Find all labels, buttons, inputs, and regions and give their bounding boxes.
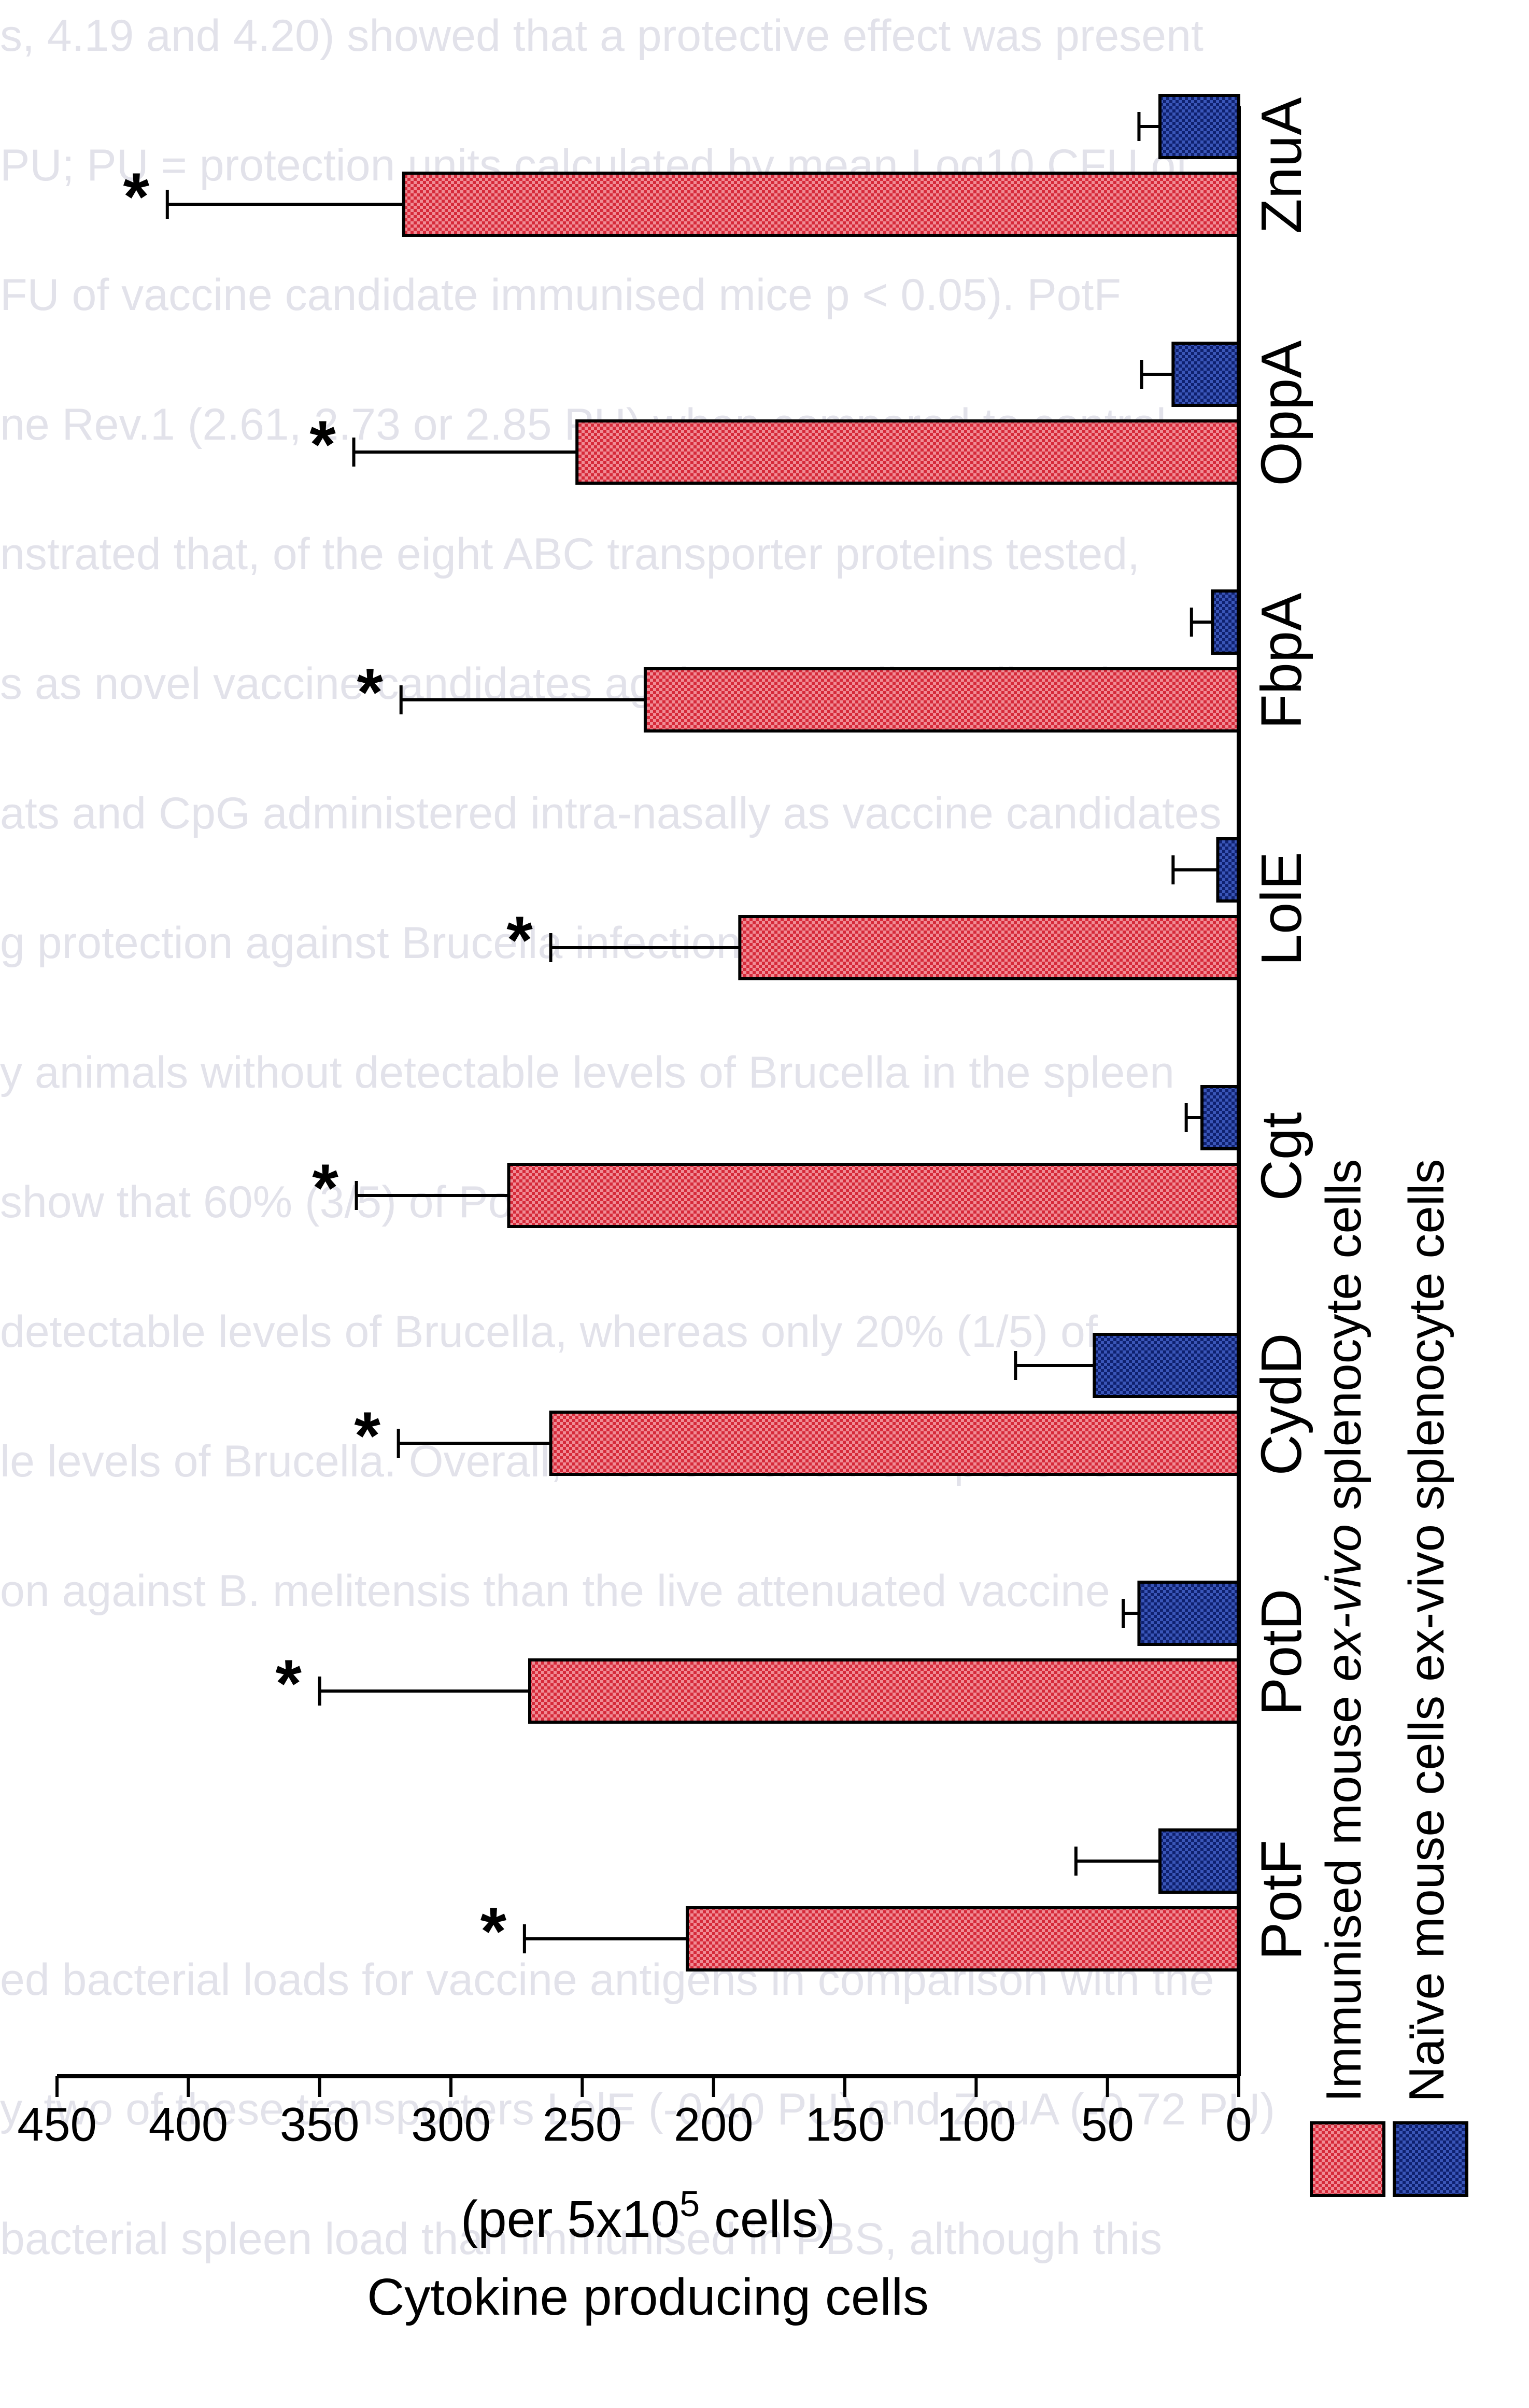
ylabel-suffix: cells) <box>700 2190 835 2248</box>
category-label: LolE <box>1250 852 1313 966</box>
y-axis-subtitle: (per 5x105 cells) <box>461 2184 836 2248</box>
significance-marker: * <box>354 1398 380 1473</box>
y-tick-label: 450 <box>17 2098 97 2151</box>
significance-marker: * <box>480 1893 507 1969</box>
bleed-through-line: ats and CpG administered intra-nasally a… <box>0 788 1222 838</box>
bar-naive <box>1211 589 1240 655</box>
y-tick-label: 250 <box>543 2098 622 2151</box>
bar-immunised <box>528 1658 1240 1724</box>
y-tick-label: 100 <box>937 2098 1016 2151</box>
y-tick-label: 200 <box>674 2098 754 2151</box>
y-tick-label: 350 <box>280 2098 360 2151</box>
bar-naive <box>1158 1828 1240 1894</box>
y-tick-label: 400 <box>149 2098 229 2151</box>
significance-marker: * <box>309 406 336 482</box>
bar-naive <box>1216 837 1240 903</box>
ylabel-sup: 5 <box>679 2184 700 2224</box>
category-label: Cgt <box>1250 1112 1313 1201</box>
bar-immunised <box>643 667 1240 733</box>
bar-naive <box>1158 94 1240 159</box>
legend-swatch-immunised <box>1310 2121 1385 2197</box>
y-axis-title: Cytokine producing cells <box>367 2268 929 2326</box>
legend-text: Immunised mouse <box>1316 1682 1371 2102</box>
bleed-through-line: y animals without detectable levels of B… <box>0 1048 1174 1097</box>
bleed-through-line: detectable levels of Brucella, whereas o… <box>0 1307 1098 1357</box>
bleed-through-line: FU of vaccine candidate immunised mice p… <box>0 270 1121 320</box>
category-label: OppA <box>1250 340 1313 486</box>
y-tick-label: 50 <box>1081 2098 1134 2151</box>
category-label: PotF <box>1250 1840 1313 1960</box>
legend-text: Naïve mouse cells ex-vivo splenocyte cel… <box>1399 1159 1454 2102</box>
bleed-through-line: nstrated that, of the eight ABC transpor… <box>0 529 1140 579</box>
y-tick-label: 150 <box>805 2098 885 2151</box>
significance-marker: * <box>312 1150 338 1226</box>
category-label: FbpA <box>1250 593 1313 729</box>
bleed-through-line: y, two of these transporters LolE (-0.40… <box>0 2085 1276 2134</box>
bleed-through-line: on against B. melitensis than the live a… <box>0 1566 1110 1616</box>
bleed-through-line: bacterial spleen load than immunised in … <box>0 2214 1163 2264</box>
bar-immunised <box>549 1411 1240 1476</box>
category-label: CydD <box>1250 1333 1313 1475</box>
legend-italic: ex-vivo <box>1316 1524 1371 1682</box>
significance-marker: * <box>123 159 150 234</box>
legend-label-naive: Naïve mouse cells ex-vivo splenocyte cel… <box>1399 1159 1454 2102</box>
y-tick-label: 0 <box>1225 2098 1252 2151</box>
bar-immunised <box>507 1163 1240 1228</box>
significance-marker: * <box>506 902 533 978</box>
significance-marker: * <box>275 1645 302 1721</box>
legend-label-immunised: Immunised mouse ex-vivo splenocyte cells <box>1316 1159 1371 2102</box>
bar-immunised <box>686 1906 1240 1972</box>
bar-naive <box>1093 1333 1240 1398</box>
bar-naive <box>1200 1085 1240 1150</box>
legend-swatch-naive <box>1393 2121 1468 2197</box>
category-label: PotD <box>1250 1589 1313 1716</box>
bar-immunised <box>402 172 1240 237</box>
bar-naive <box>1137 1581 1240 1646</box>
significance-marker: * <box>357 654 383 730</box>
bar-naive <box>1171 342 1240 407</box>
bar-immunised <box>575 419 1240 485</box>
bar-immunised <box>738 915 1241 980</box>
y-tick-label: 300 <box>411 2098 491 2151</box>
legend-text-suffix: splenocyte cells <box>1316 1159 1371 1524</box>
ylabel-prefix: (per 5x10 <box>461 2190 679 2248</box>
bleed-through-line: s, 4.19 and 4.20) showed that a protecti… <box>0 11 1204 61</box>
category-label: ZnuA <box>1250 97 1313 234</box>
